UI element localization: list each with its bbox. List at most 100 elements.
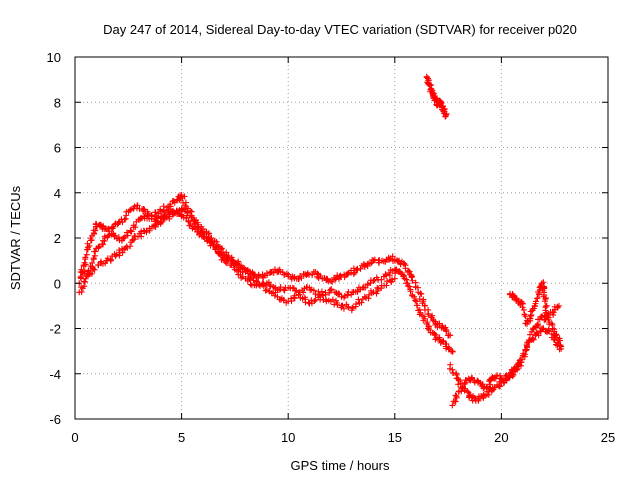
data-point-marker (545, 328, 552, 335)
y-axis-label: SDTVAR / TECUs (8, 185, 23, 290)
data-point-marker (396, 257, 403, 264)
data-point-marker (311, 298, 318, 305)
data-point-marker (371, 256, 378, 263)
data-point-marker (175, 210, 182, 217)
data-markers (76, 73, 565, 409)
data-point-marker (264, 272, 271, 279)
data-point-marker (386, 256, 393, 263)
data-point-marker (523, 342, 530, 349)
data-point-marker (548, 320, 555, 327)
data-point-marker (383, 282, 390, 289)
data-point-marker (464, 388, 471, 395)
data-point-marker (502, 375, 509, 382)
data-point-marker (353, 267, 360, 274)
data-point-marker (260, 282, 267, 289)
data-point-marker (519, 304, 526, 311)
x-axis-label: GPS time / hours (291, 458, 390, 473)
data-point-marker (144, 212, 151, 219)
data-point-marker (123, 229, 130, 236)
data-point-marker (461, 381, 468, 388)
data-point-marker (124, 232, 131, 239)
data-point-marker (493, 372, 500, 379)
data-point-marker (349, 304, 356, 311)
data-point-marker (247, 281, 254, 288)
data-point-marker (163, 214, 170, 221)
data-point-marker (328, 286, 335, 293)
data-point-marker (91, 266, 98, 273)
data-point-marker (543, 302, 550, 309)
data-point-marker (157, 220, 164, 227)
data-point-marker (410, 293, 417, 300)
data-point-marker (237, 264, 244, 271)
data-point-marker (442, 113, 449, 120)
data-point-marker (452, 392, 459, 399)
data-point-marker (333, 275, 340, 282)
data-point-marker (358, 299, 365, 306)
data-point-marker (542, 295, 549, 302)
data-point-marker (277, 283, 284, 290)
data-point-marker (551, 326, 558, 333)
data-point-marker (484, 383, 491, 390)
data-point-marker (248, 272, 255, 279)
data-point-marker (550, 309, 557, 316)
data-point-marker (534, 329, 541, 336)
y-tick-label: 4 (54, 186, 61, 201)
data-point-marker (540, 325, 547, 332)
data-point-marker (121, 246, 128, 253)
data-point-marker (350, 271, 357, 278)
data-point-marker (431, 330, 438, 337)
data-point-marker (532, 298, 539, 305)
y-tick-label: 10 (47, 50, 61, 65)
data-point-marker (370, 277, 377, 284)
data-point-marker (370, 289, 377, 296)
data-point-marker (534, 295, 541, 302)
data-point-marker (409, 277, 416, 284)
axis-ticks: 0 5 10 15 20 25 -6 -4 -2 0 2 4 6 8 10 (47, 50, 616, 445)
data-point-marker (318, 288, 325, 295)
data-point-marker (522, 313, 529, 320)
data-point-marker (218, 245, 225, 252)
data-point-marker (406, 283, 413, 290)
data-point-marker (373, 290, 380, 297)
data-point-marker (407, 288, 414, 295)
data-point-marker (104, 255, 111, 262)
data-point-marker (443, 345, 450, 352)
data-point-marker (406, 268, 413, 275)
data-point-marker (88, 270, 95, 277)
data-point-marker (132, 224, 139, 231)
data-point-marker (319, 292, 326, 299)
data-point-marker (425, 311, 432, 318)
data-point-marker (291, 292, 298, 299)
data-point-marker (134, 202, 141, 209)
data-point-marker (552, 331, 559, 338)
data-point-marker (447, 332, 454, 339)
data-point-marker (93, 220, 100, 227)
data-point-marker (101, 233, 108, 240)
data-point-marker (520, 306, 527, 313)
data-point-marker (181, 193, 188, 200)
data-point-marker (115, 234, 122, 241)
data-point-marker (527, 331, 534, 338)
data-point-marker (115, 220, 122, 227)
data-point-marker (485, 388, 492, 395)
data-point-marker (405, 282, 412, 289)
data-point-marker (517, 356, 524, 363)
data-point-marker (422, 315, 429, 322)
data-point-marker (229, 258, 236, 265)
data-point-marker (295, 291, 302, 298)
data-point-marker (329, 296, 336, 303)
data-point-marker (389, 276, 396, 283)
data-point-marker (413, 298, 420, 305)
data-point-marker (391, 275, 398, 282)
x-tick-label: 25 (601, 430, 615, 445)
data-point-marker (146, 227, 153, 234)
data-point-marker (555, 302, 562, 309)
data-point-marker (491, 384, 498, 391)
grid-lines (75, 57, 608, 419)
data-point-marker (90, 227, 97, 234)
data-point-marker (192, 219, 199, 226)
data-point-marker (334, 299, 341, 306)
data-point-marker (270, 269, 277, 276)
data-point-marker (116, 247, 123, 254)
